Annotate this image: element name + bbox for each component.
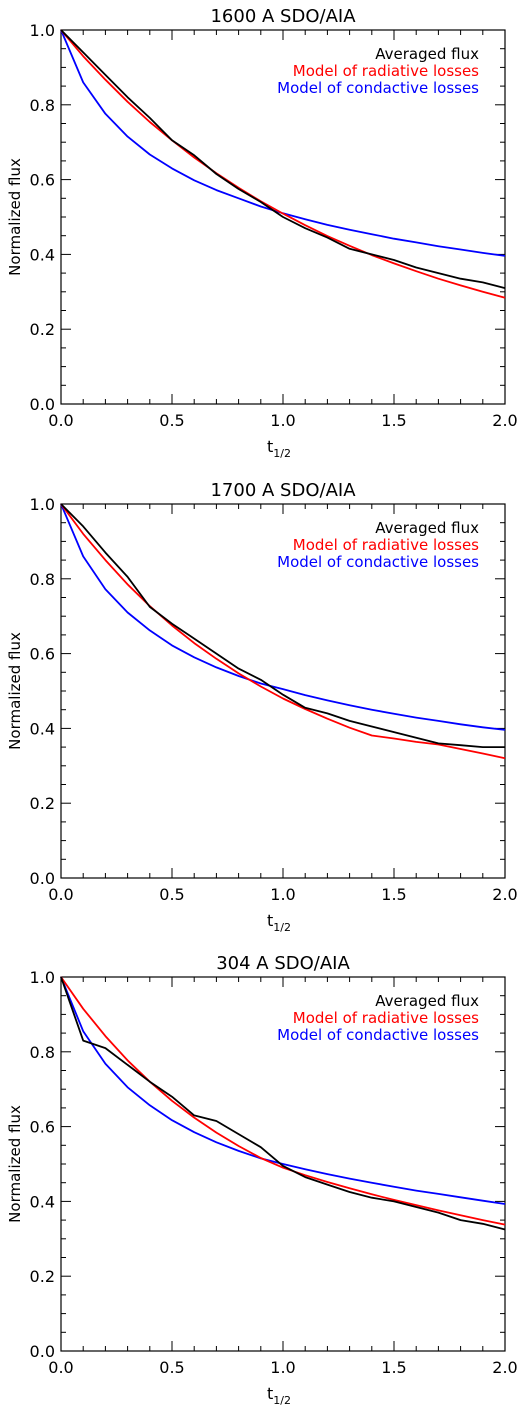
y-axis-label: Normalized flux — [6, 1105, 24, 1223]
series-line-1 — [60, 976, 506, 1231]
series-line-3 — [60, 976, 506, 1205]
x-tick-label: 1.0 — [270, 1358, 295, 1377]
x-tick-label: 2.0 — [492, 411, 517, 430]
x-tick-label: 0.5 — [159, 885, 184, 904]
x-tick-label: 1.0 — [270, 885, 295, 904]
y-tick-label: 0.2 — [30, 320, 55, 339]
chart-panel-1: 1600 A SDO/AIA 0.0 0.5 1.0 1.5 2.0 0.0 0.2 0.4 0.… — [6, 6, 518, 460]
x-axis-label: t1/2 — [267, 1384, 291, 1407]
x-tick-label: 0.0 — [48, 411, 73, 430]
y-tick-label: 0.0 — [30, 869, 55, 888]
y-tick-label: 0.8 — [30, 1043, 55, 1062]
y-tick-label: 0.2 — [30, 794, 55, 813]
x-axis-label: t1/2 — [267, 911, 291, 934]
legend-entry-1: Averaged flux — [375, 519, 479, 537]
y-tick-label: 0.4 — [30, 719, 55, 738]
x-tick-label: 1.0 — [270, 411, 295, 430]
y-tick-label: 0.8 — [30, 96, 55, 115]
y-tick-label: 1.0 — [30, 495, 55, 514]
y-tick-label: 0.0 — [30, 1342, 55, 1361]
chart-title: 304 A SDO/AIA — [216, 953, 350, 974]
chart-panel-3: 304 A SDO/AIA 0.0 0.5 1.0 1.5 2.0 0.0 0.2 0.4 0.6… — [6, 953, 518, 1407]
x-axis-label: t1/2 — [267, 437, 291, 460]
x-tick-label: 0.5 — [159, 1358, 184, 1377]
x-tick-label: 0.5 — [159, 411, 184, 430]
legend-entry-2: Model of radiative losses — [293, 536, 479, 554]
series-line-2 — [60, 29, 506, 299]
x-tick-label: 1.5 — [381, 1358, 406, 1377]
series-line-1 — [60, 503, 505, 748]
legend-entry-3: Model of condactive losses — [277, 553, 479, 571]
x-tick-label: 0.0 — [48, 1358, 73, 1377]
x-tick-label: 2.0 — [492, 1358, 517, 1377]
y-tick-label: 0.0 — [30, 395, 55, 414]
y-tick-label: 1.0 — [30, 21, 55, 40]
legend-entry-3: Model of condactive losses — [277, 79, 479, 97]
x-tick-label: 1.5 — [381, 411, 406, 430]
series-line-3 — [60, 503, 506, 731]
y-tick-label: 1.0 — [30, 968, 55, 987]
y-axis-label: Normalized flux — [6, 632, 24, 750]
legend-entry-1: Averaged flux — [375, 992, 479, 1010]
legend-entry-3: Model of condactive losses — [277, 1026, 479, 1044]
y-tick-label: 0.6 — [30, 645, 55, 664]
chart-title: 1600 A SDO/AIA — [210, 6, 356, 27]
series-line-2 — [60, 503, 506, 760]
chart-title: 1700 A SDO/AIA — [210, 480, 356, 501]
y-tick-label: 0.2 — [30, 1267, 55, 1286]
series-line-2 — [60, 976, 506, 1226]
x-tick-label: 2.0 — [492, 885, 517, 904]
legend-entry-2: Model of radiative losses — [293, 62, 479, 80]
y-tick-label: 0.6 — [30, 171, 55, 190]
y-tick-label: 0.6 — [30, 1118, 55, 1137]
y-tick-label: 0.8 — [30, 570, 55, 589]
legend-entry-1: Averaged flux — [375, 45, 479, 63]
y-axis-label: Normalized flux — [6, 158, 24, 276]
legend-entry-2: Model of radiative losses — [293, 1009, 479, 1027]
chart-panel-2: 1700 A SDO/AIA 0.0 0.5 1.0 1.5 2.0 0.0 0.2 0.4 0.… — [6, 480, 518, 934]
x-tick-label: 1.5 — [381, 885, 406, 904]
series-line-1 — [60, 29, 506, 289]
x-tick-label: 0.0 — [48, 885, 73, 904]
y-tick-label: 0.4 — [30, 245, 55, 264]
y-tick-label: 0.4 — [30, 1192, 55, 1211]
